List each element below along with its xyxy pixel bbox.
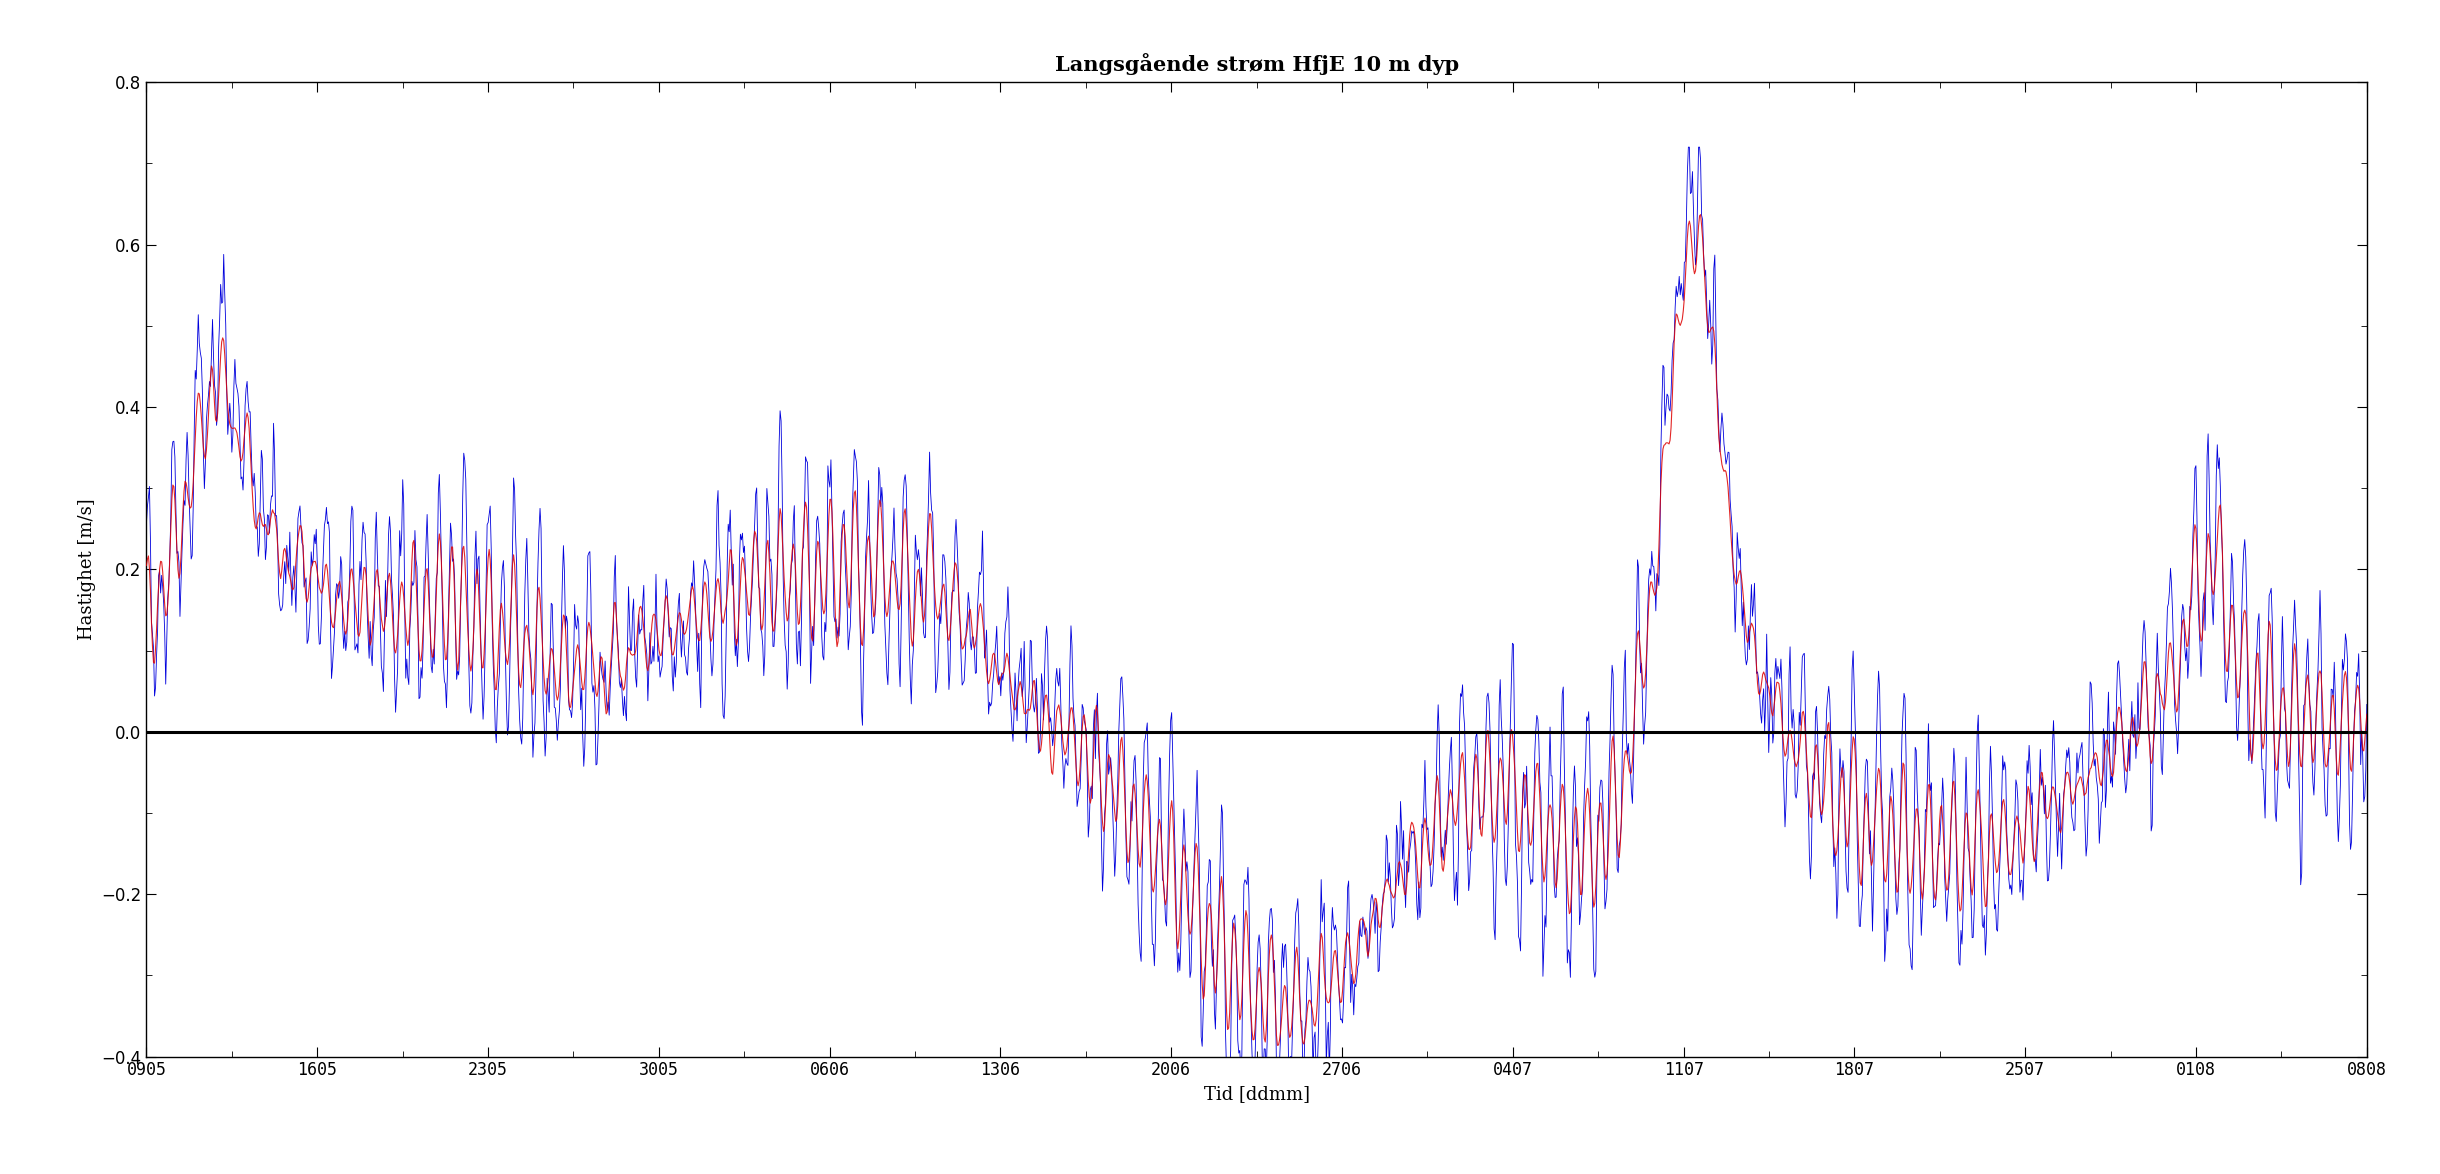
Y-axis label: Hastighet [m/s]: Hastighet [m/s] xyxy=(78,499,95,640)
Title: Langsgående strøm HfjE 10 m dyp: Langsgående strøm HfjE 10 m dyp xyxy=(1054,53,1459,75)
X-axis label: Tid [ddmm]: Tid [ddmm] xyxy=(1203,1085,1310,1104)
